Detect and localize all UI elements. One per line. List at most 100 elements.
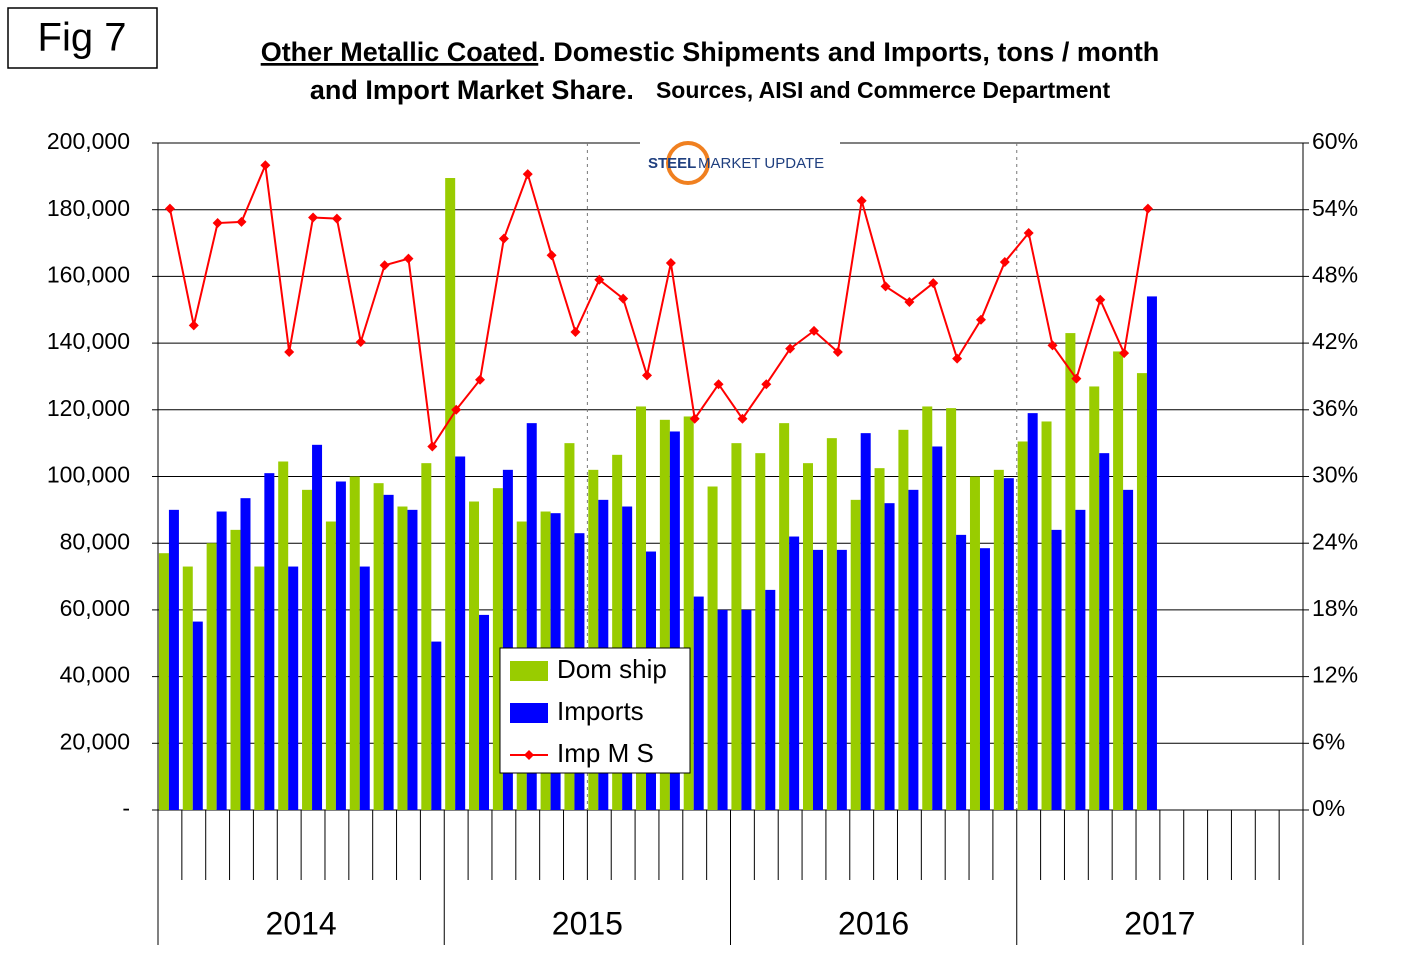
bar	[407, 509, 418, 810]
bar	[993, 469, 1004, 810]
bar	[1051, 529, 1062, 810]
bar	[288, 566, 299, 810]
marker	[880, 281, 891, 292]
y2-tick-label: 6%	[1312, 728, 1345, 754]
marker	[832, 346, 843, 357]
bar	[836, 549, 847, 810]
bar	[564, 443, 575, 810]
marker	[570, 326, 581, 337]
x-group-label: 2017	[1124, 905, 1195, 941]
fig-label: Fig 7	[38, 16, 127, 60]
bar	[812, 549, 823, 810]
legend-label: Imports	[557, 696, 644, 726]
bar	[1136, 373, 1147, 810]
title-part: Sources, AISI and Commerce Department	[656, 77, 1111, 103]
y-tick-label: 80,000	[60, 528, 130, 554]
bar	[1027, 413, 1038, 810]
marker	[236, 216, 247, 227]
bar	[1123, 489, 1134, 810]
bar	[192, 621, 203, 810]
bar	[636, 406, 647, 810]
marker	[642, 370, 653, 381]
line	[168, 161, 1149, 450]
bar	[1003, 478, 1014, 810]
bar	[502, 469, 513, 810]
marker	[856, 195, 867, 206]
bar	[826, 438, 837, 810]
y2-tick-label: 0%	[1312, 795, 1345, 821]
bar	[1075, 509, 1086, 810]
bar	[158, 553, 169, 810]
bar	[669, 431, 680, 810]
marker	[594, 274, 605, 285]
marker	[665, 258, 676, 269]
y-tick-label: -	[122, 795, 130, 821]
marker	[975, 314, 986, 325]
y2-tick-label: 24%	[1312, 528, 1358, 554]
marker	[1047, 340, 1058, 351]
bar	[956, 534, 967, 810]
marker	[1023, 228, 1034, 239]
y2-tick-label: 42%	[1312, 328, 1358, 354]
chart-subtitle: and Import Market Share. Sources, AISI an…	[310, 75, 1111, 105]
legend-label: Imp M S	[557, 738, 654, 768]
logo: STEEL MARKET UPDATE	[640, 140, 840, 185]
bar	[168, 509, 179, 810]
marker	[355, 336, 366, 347]
y-tick-label: 180,000	[47, 195, 130, 221]
bar	[874, 468, 885, 810]
bar	[1065, 333, 1076, 810]
bar	[779, 423, 790, 810]
y-tick-label: 40,000	[60, 662, 130, 688]
marker	[1095, 294, 1106, 305]
marker	[999, 256, 1010, 267]
y-tick-label: 160,000	[47, 261, 130, 287]
marker	[689, 413, 700, 424]
bar	[1041, 421, 1052, 810]
bar	[898, 429, 909, 810]
marker	[284, 346, 295, 357]
x-group-label: 2015	[552, 905, 623, 941]
title-part: . Domestic Shipments and Imports, tons /…	[538, 37, 1159, 67]
bar	[717, 609, 728, 810]
marker	[403, 253, 414, 264]
bar	[373, 483, 384, 810]
marker	[522, 169, 533, 180]
y-tick-label: 140,000	[47, 328, 130, 354]
bar	[884, 503, 895, 810]
bar	[588, 469, 599, 810]
marker	[308, 212, 319, 223]
marker	[808, 325, 819, 336]
legend-swatch	[510, 661, 548, 681]
bar	[979, 548, 990, 810]
bar	[683, 416, 694, 810]
bar	[755, 453, 766, 810]
bar	[932, 446, 943, 810]
bar	[492, 488, 503, 810]
marker	[737, 413, 748, 424]
marker	[546, 250, 557, 261]
logo-text: STEEL	[648, 155, 696, 172]
bar	[850, 499, 861, 810]
marker	[761, 379, 772, 390]
marker	[1119, 348, 1130, 359]
y2-tick-label: 36%	[1312, 395, 1358, 421]
bar	[479, 614, 490, 810]
bar	[1089, 386, 1100, 810]
bar	[264, 473, 275, 810]
bar	[908, 489, 919, 810]
marker	[188, 320, 199, 331]
bar	[922, 406, 933, 810]
bar	[182, 566, 193, 810]
marker	[260, 160, 271, 171]
title-part: and Import Market Share.	[310, 75, 634, 105]
bar	[312, 444, 323, 810]
bar	[383, 494, 394, 810]
legend-swatch	[510, 703, 548, 723]
y2-tick-label: 18%	[1312, 595, 1358, 621]
marker	[427, 441, 438, 452]
marker	[904, 296, 915, 307]
marker	[713, 379, 724, 390]
bar	[349, 476, 360, 810]
title-part: Other Metallic Coated	[261, 37, 539, 67]
